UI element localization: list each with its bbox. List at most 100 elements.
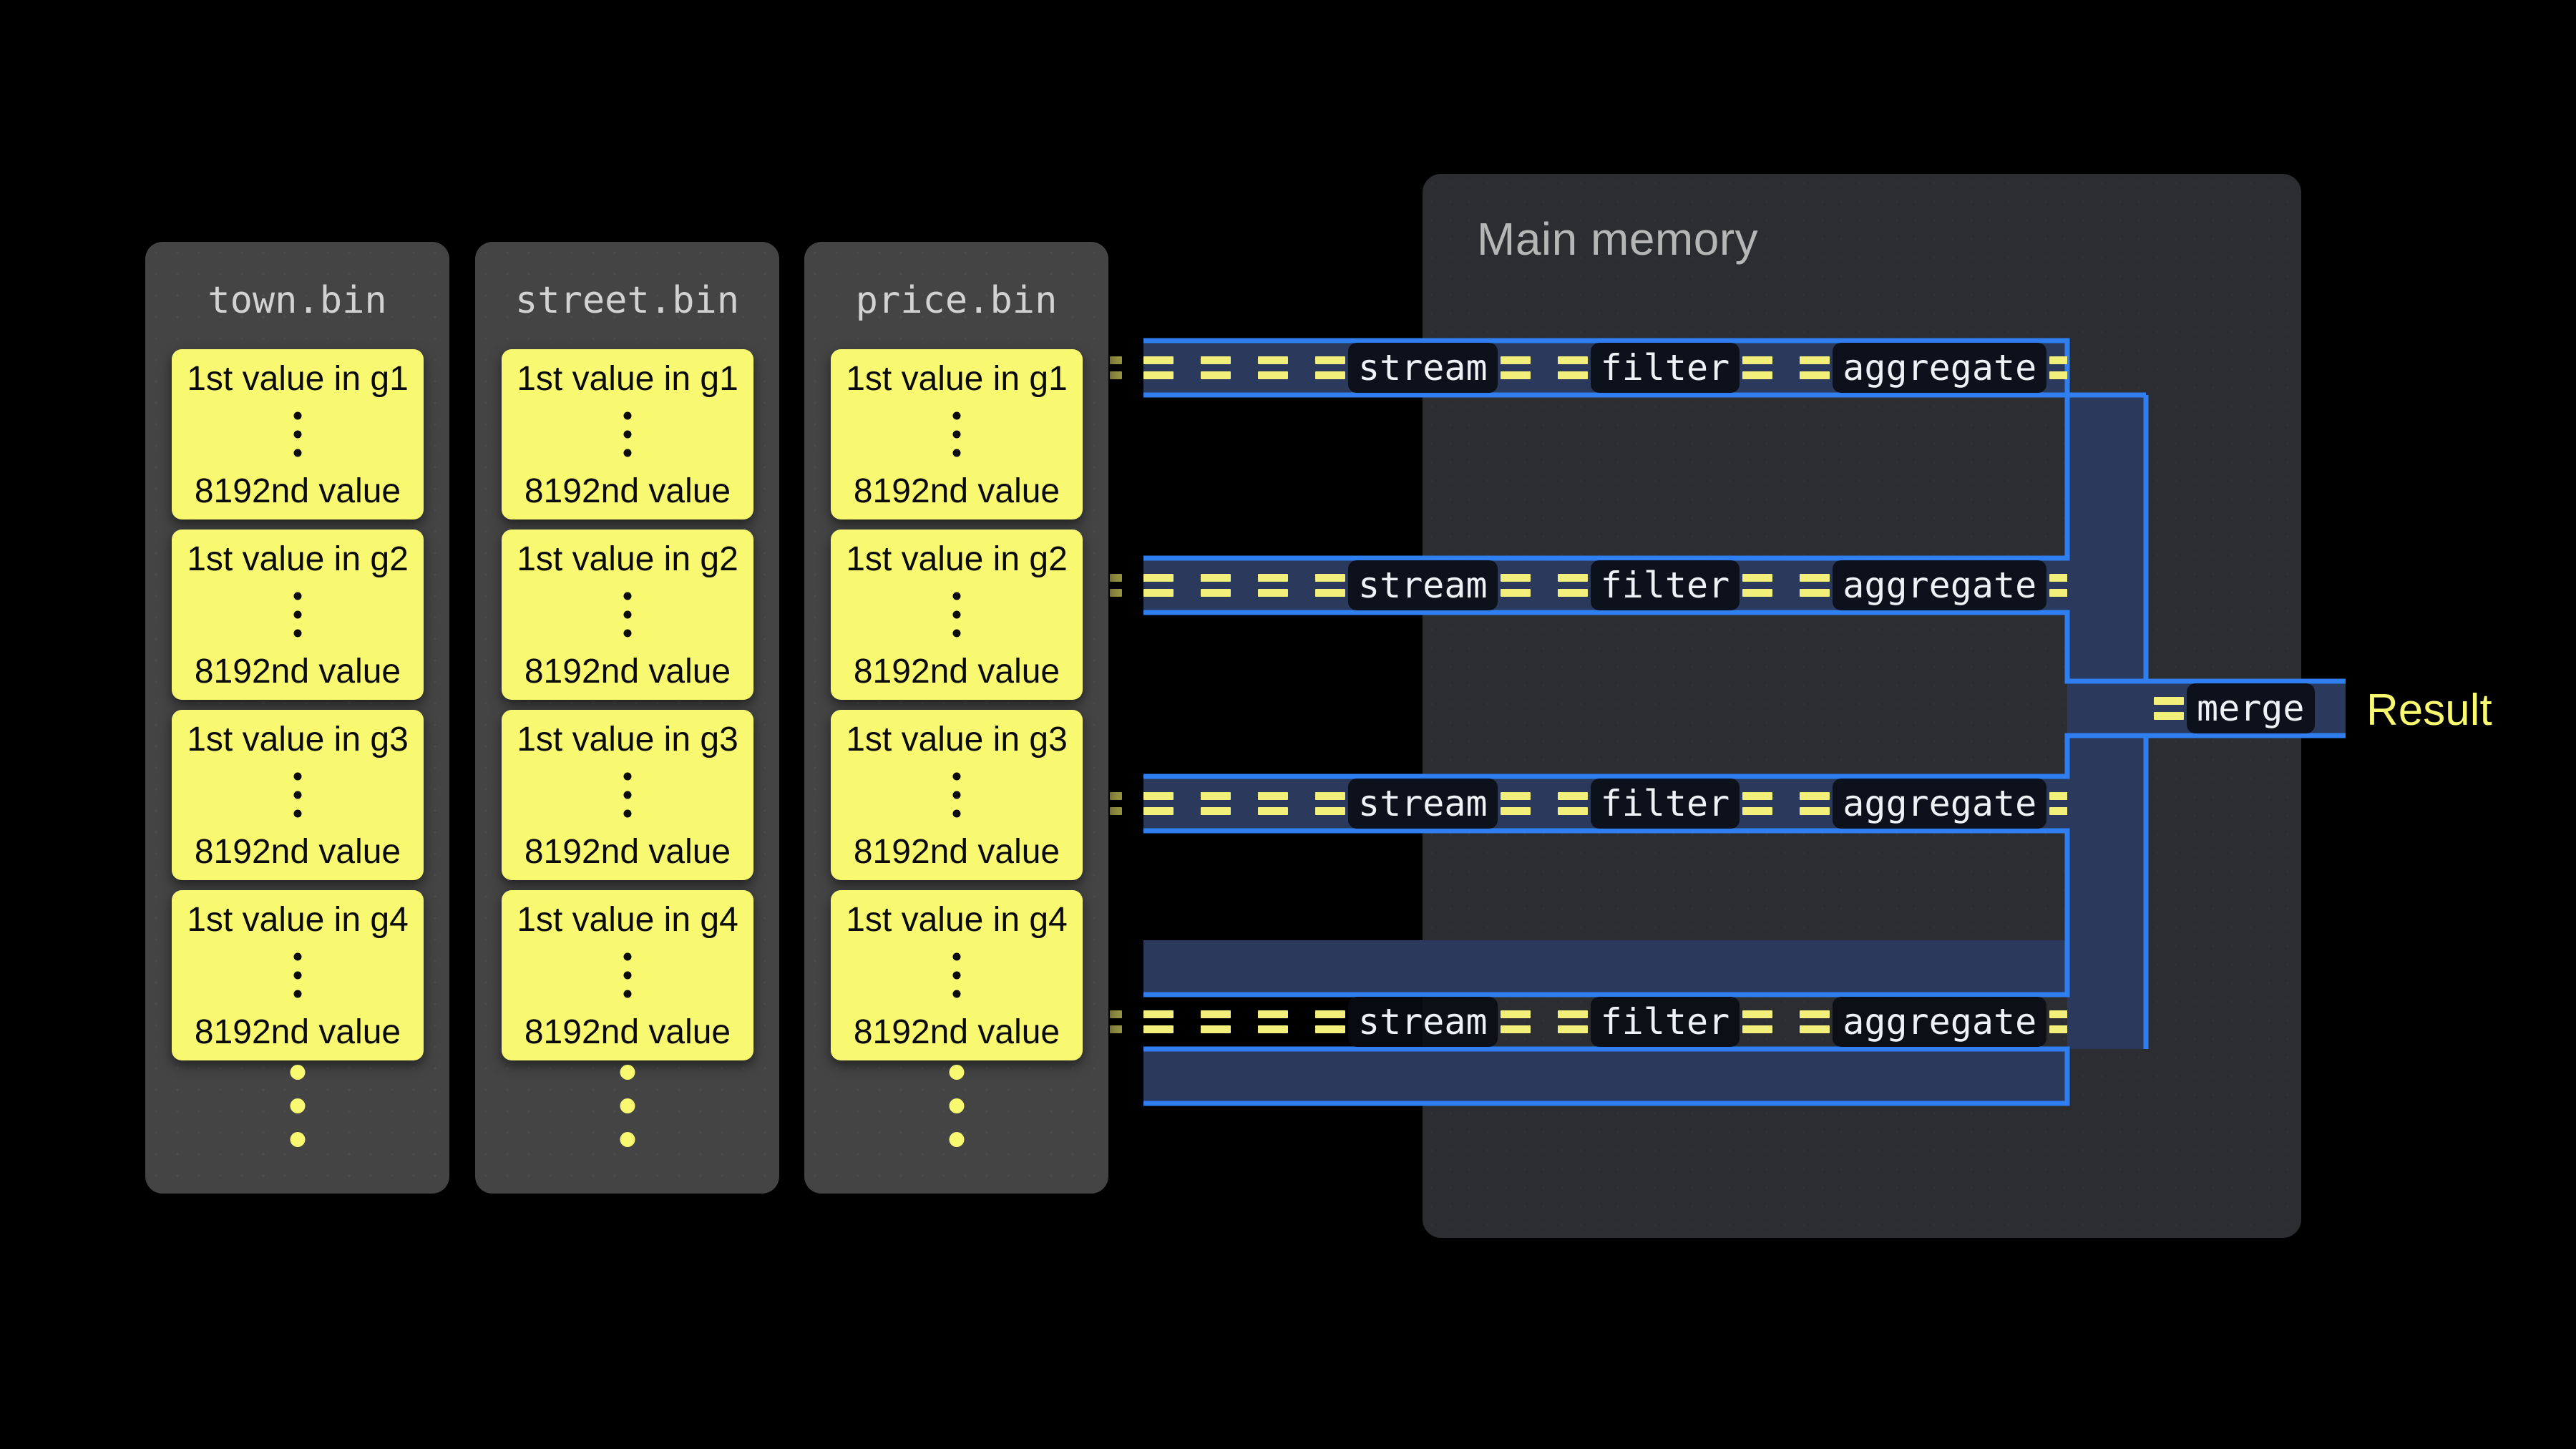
dash-mark xyxy=(1557,1010,1588,1033)
dash-mark xyxy=(1201,792,1231,815)
main-memory-title: Main memory xyxy=(1477,213,1759,265)
file-column-title: price.bin xyxy=(855,279,1058,322)
data-block: 1st value in g4 8192nd value xyxy=(831,890,1083,1060)
file-column-title: town.bin xyxy=(208,279,387,322)
block-last-value: 8192nd value xyxy=(194,1013,401,1051)
vertical-ellipsis-icon xyxy=(952,592,961,638)
dash-mark xyxy=(1800,574,1830,597)
block-last-value: 8192nd value xyxy=(853,833,1060,871)
block-first-value: 1st value in g2 xyxy=(187,540,409,578)
block-last-value: 8192nd value xyxy=(524,1013,731,1051)
block-last-value: 8192nd value xyxy=(194,653,401,691)
block-first-value: 1st value in g1 xyxy=(187,360,409,398)
pipeline-stage-filter[interactable]: filter xyxy=(1590,560,1740,610)
block-first-value: 1st value in g3 xyxy=(846,721,1068,758)
block-first-value: 1st value in g3 xyxy=(187,721,409,758)
pipeline-stage-aggregate[interactable]: aggregate xyxy=(1833,779,2047,829)
data-block: 1st value in g4 8192nd value xyxy=(172,890,424,1060)
dash-mark xyxy=(1143,356,1174,379)
group-stack: 1st value in g1 8192nd value 1st value i… xyxy=(172,349,424,1070)
data-block: 1st value in g3 8192nd value xyxy=(172,710,424,880)
dash-mark xyxy=(2049,356,2067,379)
data-block: 1st value in g3 8192nd value xyxy=(502,710,753,880)
data-block: 1st value in g2 8192nd value xyxy=(172,530,424,700)
dash-mark xyxy=(1258,792,1288,815)
merge-node: merge xyxy=(2145,681,2346,736)
dash-mark xyxy=(2049,574,2067,597)
pipe-entry-dash xyxy=(1110,1010,1122,1033)
vertical-ellipsis-icon xyxy=(293,952,302,998)
vertical-ellipsis-icon xyxy=(293,592,302,638)
pipeline-stage-filter[interactable]: filter xyxy=(1590,997,1740,1047)
block-last-value: 8192nd value xyxy=(194,472,401,510)
pipeline-stage-merge[interactable]: merge xyxy=(2187,683,2315,733)
data-block: 1st value in g4 8192nd value xyxy=(502,890,753,1060)
vertical-ellipsis-icon xyxy=(952,772,961,818)
vertical-ellipsis-icon xyxy=(623,952,632,998)
pipeline-stage-filter[interactable]: filter xyxy=(1590,779,1740,829)
block-first-value: 1st value in g2 xyxy=(517,540,738,578)
vertical-ellipsis-icon xyxy=(952,411,961,457)
pipeline-row: stream filter aggregate xyxy=(1143,341,2067,395)
block-first-value: 1st value in g3 xyxy=(517,721,738,758)
pipeline-stage-stream[interactable]: stream xyxy=(1348,997,1498,1047)
block-first-value: 1st value in g4 xyxy=(846,901,1068,939)
dash-mark xyxy=(1800,1010,1830,1033)
file-column-street: street.bin 1st value in g1 8192nd value … xyxy=(475,242,779,1194)
pipeline-stage-aggregate[interactable]: aggregate xyxy=(1833,343,2047,393)
data-block: 1st value in g2 8192nd value xyxy=(502,530,753,700)
block-last-value: 8192nd value xyxy=(194,833,401,871)
block-first-value: 1st value in g1 xyxy=(846,360,1068,398)
dash-mark xyxy=(1143,574,1174,597)
pipeline-stage-stream[interactable]: stream xyxy=(1348,779,1498,829)
pipeline-stage-stream[interactable]: stream xyxy=(1348,560,1498,610)
block-first-value: 1st value in g1 xyxy=(517,360,738,398)
vertical-ellipsis-icon xyxy=(623,411,632,457)
data-block: 1st value in g1 8192nd value xyxy=(502,349,753,519)
pipe-entry-dash xyxy=(1110,792,1122,815)
dash-mark xyxy=(1258,1010,1288,1033)
data-block: 1st value in g3 8192nd value xyxy=(831,710,1083,880)
dash-mark xyxy=(1315,792,1345,815)
dash-mark xyxy=(1742,574,1773,597)
dash-mark xyxy=(1315,356,1345,379)
vertical-ellipsis-icon xyxy=(293,772,302,818)
column-ellipsis-icon xyxy=(620,1065,635,1147)
dash-mark xyxy=(1143,1010,1174,1033)
block-first-value: 1st value in g4 xyxy=(517,901,738,939)
pipe-entry-dash xyxy=(1110,574,1122,597)
group-stack: 1st value in g1 8192nd value 1st value i… xyxy=(831,349,1083,1070)
dash-mark xyxy=(1201,356,1231,379)
dash-mark xyxy=(1557,792,1588,815)
column-ellipsis-icon xyxy=(290,1065,305,1147)
pipe-entry-dash xyxy=(1110,356,1122,379)
pipeline-stage-stream[interactable]: stream xyxy=(1348,343,1498,393)
dash-mark xyxy=(1800,356,1830,379)
dash-mark xyxy=(1315,1010,1345,1033)
dash-mark xyxy=(2049,1010,2067,1033)
dash-mark xyxy=(1500,1010,1531,1033)
data-block: 1st value in g1 8192nd value xyxy=(831,349,1083,519)
column-ellipsis-icon xyxy=(949,1065,964,1147)
dash-mark xyxy=(1143,792,1174,815)
block-last-value: 8192nd value xyxy=(853,653,1060,691)
dash-mark xyxy=(1742,792,1773,815)
file-column-price: price.bin 1st value in g1 8192nd value 1… xyxy=(804,242,1108,1194)
pipeline-stage-aggregate[interactable]: aggregate xyxy=(1833,997,2047,1047)
file-column-town: town.bin 1st value in g1 8192nd value 1s… xyxy=(145,242,449,1194)
dash-mark xyxy=(1557,356,1588,379)
dash-mark xyxy=(1742,356,1773,379)
dash-mark xyxy=(1500,792,1531,815)
block-last-value: 8192nd value xyxy=(853,1013,1060,1051)
pipeline-stage-filter[interactable]: filter xyxy=(1590,343,1740,393)
block-last-value: 8192nd value xyxy=(524,833,731,871)
group-stack: 1st value in g1 8192nd value 1st value i… xyxy=(502,349,753,1070)
file-column-title: street.bin xyxy=(514,279,740,322)
dash-mark xyxy=(2154,697,2184,720)
dash-mark xyxy=(2049,792,2067,815)
pipeline-stage-aggregate[interactable]: aggregate xyxy=(1833,560,2047,610)
dash-mark xyxy=(1557,574,1588,597)
dash-mark xyxy=(1315,574,1345,597)
pipeline-row: stream filter aggregate xyxy=(1143,995,2067,1049)
vertical-ellipsis-icon xyxy=(293,411,302,457)
